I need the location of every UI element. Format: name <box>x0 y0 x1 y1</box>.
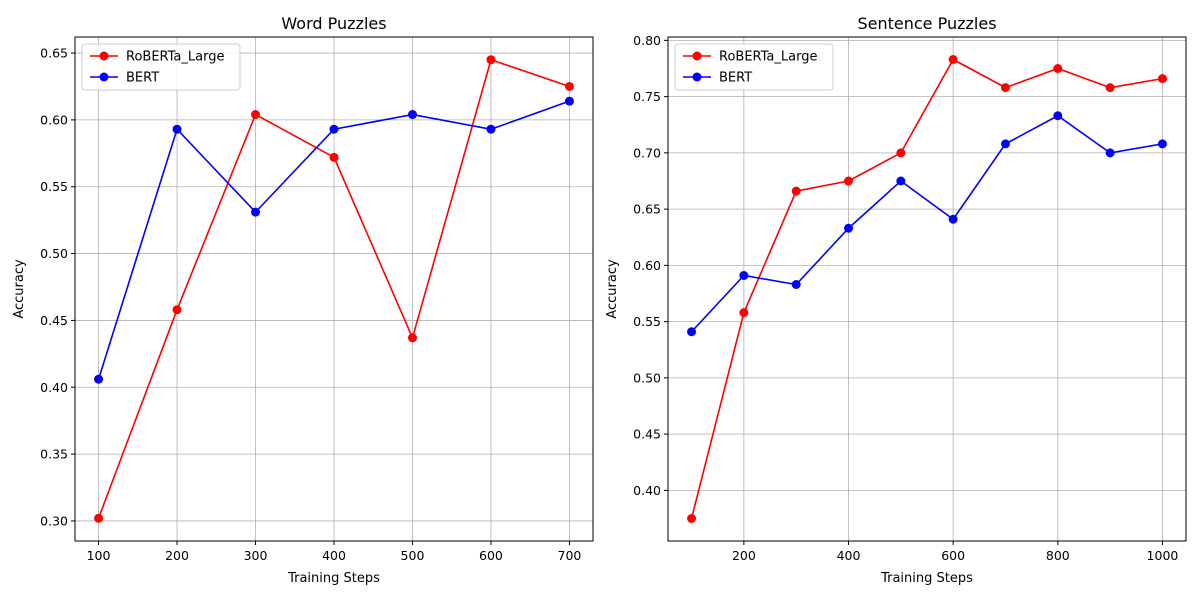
legend-swatch-marker <box>99 72 109 82</box>
x-tick-label: 500 <box>401 548 425 563</box>
data-point <box>94 513 104 523</box>
x-axis-label: Training Steps <box>880 571 973 586</box>
axes-frame <box>667 36 1187 542</box>
legend-box <box>674 43 834 91</box>
data-point <box>1105 83 1115 93</box>
data-point <box>172 124 182 134</box>
grid <box>75 37 593 541</box>
data-point <box>948 55 958 64</box>
legend-swatch-marker <box>692 72 702 82</box>
legend: RoBERTa_Large BERT <box>81 43 241 91</box>
y-tick-label: 0.65 <box>633 202 661 217</box>
word-puzzles-chart: 100 200 300 400 500 600 700 0.30 0.35 0.40 0.45 0.5… <box>12 14 594 586</box>
series-bert <box>94 96 574 384</box>
data-point <box>948 214 958 224</box>
legend-label: RoBERTa_Large <box>126 50 224 65</box>
series-roberta-large <box>687 55 1167 523</box>
series-line <box>690 114 1163 333</box>
y-tick-label: 0.75 <box>633 89 661 104</box>
y-axis-label: Accuracy <box>12 259 27 319</box>
data-point <box>329 124 339 134</box>
legend-swatch-marker <box>99 51 109 61</box>
y-tick-label: 0.65 <box>40 46 68 61</box>
y-tick-label: 0.40 <box>40 380 68 395</box>
data-point <box>564 96 574 106</box>
y-tick-label: 0.45 <box>633 427 661 442</box>
data-point <box>407 110 417 120</box>
legend: RoBERTa_Large BERT <box>674 43 834 91</box>
data-point <box>739 308 749 318</box>
data-point <box>844 176 854 186</box>
y-tick-label: 0.60 <box>633 258 661 273</box>
legend-label: RoBERTa_Large <box>719 50 817 65</box>
x-tick-label: 200 <box>732 548 756 563</box>
data-point <box>1053 64 1063 73</box>
y-tick-label: 0.70 <box>633 145 661 160</box>
legend-swatch-marker <box>692 51 702 61</box>
data-point <box>407 333 417 343</box>
y-tick-label: 0.50 <box>633 370 661 385</box>
series-roberta-large <box>94 55 574 523</box>
x-tick-label: 800 <box>1046 548 1070 563</box>
legend-label: BERT <box>126 71 159 86</box>
x-tick-label: 1000 <box>1147 548 1179 563</box>
x-tick-label: 600 <box>479 548 503 563</box>
legend-label: BERT <box>719 71 752 86</box>
x-axis-label: Training Steps <box>287 571 380 586</box>
data-point <box>486 124 496 134</box>
grid <box>668 37 1186 541</box>
y-tick-label: 0.40 <box>633 483 661 498</box>
data-point <box>687 327 697 337</box>
x-tick-label: 400 <box>837 548 861 563</box>
y-tick-label: 0.45 <box>40 313 68 328</box>
y-tick-label: 0.35 <box>40 447 68 462</box>
x-tick-label: 700 <box>558 548 582 563</box>
data-point <box>896 148 906 158</box>
sentence-puzzles-chart: 200 400 600 800 1000 0.40 0.45 0.50 0.55 0.60 0.65… <box>605 14 1187 586</box>
data-point <box>251 110 261 120</box>
data-point <box>486 55 496 65</box>
data-point <box>687 514 697 523</box>
data-point <box>1000 139 1010 149</box>
data-point <box>1053 111 1063 121</box>
data-point <box>172 305 182 315</box>
y-tick-label: 0.50 <box>40 246 68 261</box>
series-line <box>690 58 1163 519</box>
chart-title: Sentence Puzzles <box>857 14 996 33</box>
y-tick-label: 0.80 <box>633 33 661 48</box>
data-point <box>844 223 854 233</box>
data-point <box>739 271 749 280</box>
y-tick-label: 0.30 <box>40 513 68 528</box>
y-axis-label: Accuracy <box>605 259 620 319</box>
data-point <box>1157 74 1167 84</box>
legend-box <box>81 43 241 91</box>
data-point <box>791 280 801 289</box>
x-tick-label: 400 <box>322 548 346 563</box>
y-tick-label: 0.60 <box>40 112 68 127</box>
data-point <box>1157 139 1167 149</box>
data-point <box>1000 83 1010 93</box>
x-tick-label: 300 <box>244 548 268 563</box>
data-point <box>1105 148 1115 158</box>
data-point <box>329 152 339 162</box>
y-tick-label: 0.55 <box>633 314 661 329</box>
data-point <box>896 176 906 186</box>
series-bert <box>687 111 1167 337</box>
x-tick-label: 200 <box>165 548 189 563</box>
data-point <box>94 374 104 384</box>
x-tick-label: 100 <box>87 548 111 563</box>
y-tick-label: 0.55 <box>40 179 68 194</box>
data-point <box>564 81 574 91</box>
x-tick-label: 600 <box>941 548 965 563</box>
data-point <box>791 186 801 196</box>
chart-title: Word Puzzles <box>281 14 386 33</box>
data-point <box>251 207 261 217</box>
